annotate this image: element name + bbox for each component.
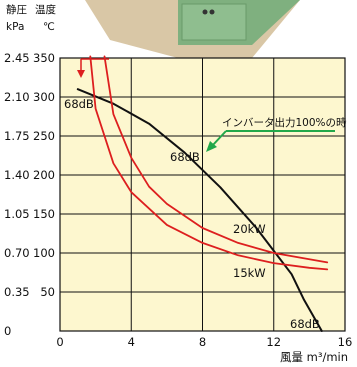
y-tick-label-temperature: 50 [40,285,55,299]
y-header-temperature: 温度 [35,3,56,16]
y-tick-label-pressure: 0.70 [4,246,30,260]
series-line-68db [76,88,323,332]
x-tick-label: 0 [56,335,63,349]
y-tick-label-pressure: 1.40 [4,168,30,182]
label-68db-top: 68dB [64,97,94,111]
x-tick-label: 8 [199,335,206,349]
annotation-arrow-shaft [211,130,227,147]
x-tick-label: 4 [128,335,135,349]
x-tick-label: 16 [338,335,353,349]
y-tick-label-pressure: 1.75 [4,129,30,143]
label-68db-bottom: 68dB [290,317,320,331]
y-tick-label-pressure: 2.10 [4,90,30,104]
y-tick-label-temperature: 250 [33,129,55,143]
label-15kw: 15kW [233,266,266,280]
y-tick-label-pressure: 0.35 [4,285,30,299]
annotation-text: インバータ出力100%の時 [222,116,347,129]
annotation-arrow-head [206,141,217,152]
label-68db-mid: 68dB [170,150,200,164]
series-line-15kw [89,55,329,271]
device-photo [85,0,300,58]
x-tick-label: 12 [266,335,281,349]
x-axis-label: 風量 m³/min [280,350,348,364]
y-tick-label-temperature: 100 [33,246,55,260]
y-unit-temperature: ℃ [43,21,55,33]
y-tick-label-temperature: 350 [33,51,55,65]
series-curves [76,55,329,332]
y-tick-labels: 0 0.35 0.70 1.05 1.40 1.75 2.10 2.45 50 100 150 200… [4,51,55,338]
y-header-pressure: 静圧 [6,3,27,16]
y-tick-label-pressure: 2.45 [4,51,30,65]
y-unit-pressure: kPa [6,21,24,33]
y-tick-label-temperature: 300 [33,90,55,104]
grid-lines [60,58,345,331]
x-tick-labels: 0 4 8 12 16 [56,335,352,349]
y-tick-label-pressure: 0 [4,324,11,338]
down-arrow-head [77,70,85,78]
y-tick-label-temperature: 150 [33,207,55,221]
y-tick-label-pressure: 1.05 [4,207,30,221]
label-20kw: 20kW [233,222,266,236]
y-tick-label-temperature: 200 [33,168,55,182]
series-line-20kw [103,55,329,264]
